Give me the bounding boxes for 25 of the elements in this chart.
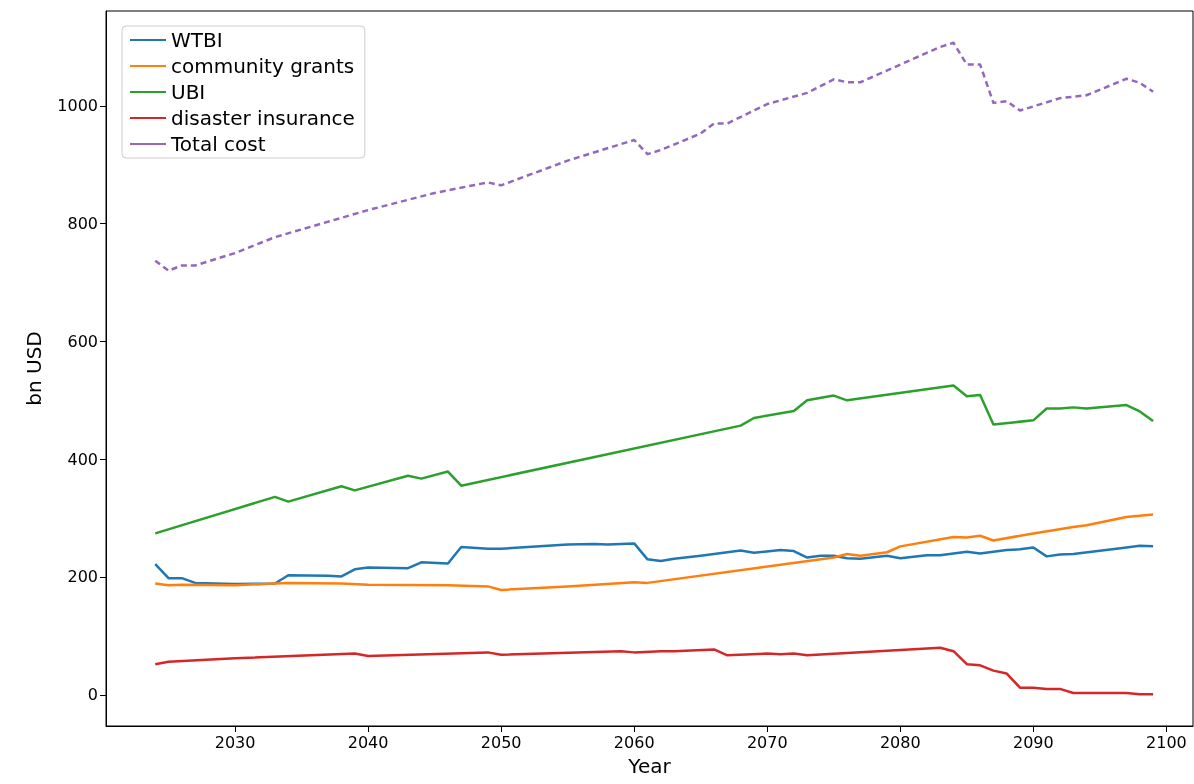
x-tick-label: 2070 [746, 732, 788, 752]
legend-label: UBI [171, 80, 206, 104]
x-tick-label: 2040 [347, 732, 389, 752]
legend-label: community grants [171, 54, 355, 78]
y-tick-label: 0 [87, 685, 98, 705]
x-tick-label: 2030 [214, 732, 256, 752]
line-series [153, 646, 1155, 696]
y-tick-label: 200 [67, 567, 98, 587]
x-tick-label: 2100 [1146, 732, 1187, 752]
line-series [153, 513, 1155, 592]
legend-label: WTBI [171, 28, 223, 52]
y-tick-label: 400 [67, 449, 98, 469]
y-tick-label: 1000 [57, 96, 98, 116]
line-series [153, 542, 1155, 586]
x-axis-title: Year [627, 754, 672, 778]
legend-label: Total cost [170, 132, 266, 156]
y-tick-label: 800 [67, 214, 98, 234]
x-tick-label: 2060 [613, 732, 655, 752]
line-series [153, 384, 1155, 535]
y-axis-title: bn USD [22, 331, 46, 406]
x-tick-label: 2090 [1012, 732, 1054, 752]
x-tick-label: 2080 [879, 732, 921, 752]
legend-label: disaster insurance [171, 106, 355, 130]
x-tick-label: 2050 [480, 732, 522, 752]
y-tick-label: 600 [67, 331, 98, 351]
